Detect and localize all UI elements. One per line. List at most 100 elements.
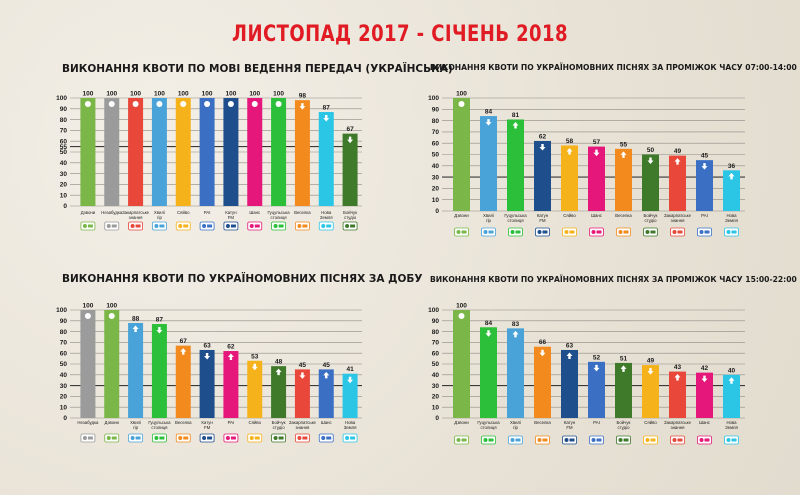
bar-нова-земля: [723, 170, 740, 211]
y-tick-label: 70: [60, 128, 68, 135]
category-label-line: столиця: [507, 218, 524, 223]
category-label: Сяйво: [644, 420, 657, 425]
bar-веселка: [615, 148, 632, 211]
category-label: Гуцульська столиця: [477, 420, 500, 430]
station-logo-mark-icon: [321, 436, 326, 440]
bar-веселка: [294, 100, 310, 206]
value-label: 36: [728, 163, 736, 170]
arrow-down-icon: [204, 352, 211, 360]
station-logo-bar-icon: [350, 436, 356, 440]
station-logo-bar-icon: [569, 438, 575, 442]
station-logo-bar-icon: [278, 436, 284, 440]
station-logo-mark-icon: [297, 224, 302, 228]
arrow-up-icon: [620, 151, 627, 158]
y-tick-label: 10: [60, 404, 68, 411]
chart-panel-language: ВИКОНАННЯ КВОТИ ПО МОВІ ВЕДЕННЯ ПЕРЕДАЧ …: [52, 58, 453, 236]
bar-раі: [588, 361, 605, 418]
station-logo-mark-icon: [699, 438, 704, 442]
value-label: 100: [154, 91, 165, 98]
station-logo-bar-icon: [111, 224, 117, 228]
value-label: 66: [539, 339, 547, 346]
category-label-line: Бойчук: [343, 210, 357, 215]
y-tick-label: 50: [432, 152, 440, 159]
y-tick-label: 80: [432, 118, 440, 125]
y-tick-label: 40: [60, 160, 68, 167]
y-tick-label: 80: [60, 329, 68, 336]
chart-title: ВИКОНАННЯ КВОТИ ПО УКРАЇНОМОВНИХ ПІСНЯХ …: [430, 275, 797, 284]
station-logo-mark-icon: [178, 224, 183, 228]
category-label-line: Катун: [537, 213, 549, 218]
category-label-line: Хвилі: [130, 420, 141, 425]
y-tick-label: 60: [432, 350, 440, 357]
arrow-down-icon: [299, 372, 306, 379]
station-logo-mark-icon: [591, 438, 596, 442]
category-label-line: студіо: [644, 218, 657, 223]
y-tick-label: 10: [60, 192, 68, 199]
arrow-down-icon: [539, 143, 546, 151]
value-label: 50: [647, 147, 655, 154]
value-label: 49: [647, 358, 655, 365]
value-label: 62: [539, 133, 547, 140]
station-logo-bar-icon: [254, 436, 260, 440]
station-logo-mark-icon: [154, 436, 159, 440]
value-label: 40: [728, 367, 736, 374]
value-label: 83: [512, 321, 520, 328]
station-logo-icon: [152, 433, 167, 443]
category-label-line: гір: [157, 215, 163, 220]
arrow-down-icon: [701, 375, 708, 383]
arrow-down-icon: [701, 163, 708, 170]
category-label: Нова Земля: [725, 420, 738, 430]
bar-катун-fm: [199, 349, 215, 418]
station-logo-bar-icon: [623, 438, 629, 442]
bar-незабудка: [80, 310, 96, 418]
y-tick-label: 100: [56, 95, 67, 102]
y-tick-label: 0: [63, 415, 67, 422]
category-label-line: гір: [133, 425, 139, 430]
bar-веселка: [534, 346, 551, 418]
station-logo-mark-icon: [564, 438, 569, 442]
value-label: 52: [593, 354, 601, 361]
y-tick-label: 30: [432, 174, 440, 181]
station-logo-bar-icon: [569, 230, 575, 234]
value-label: 45: [299, 362, 307, 369]
category-label: Хвилі гір: [483, 213, 494, 223]
value-label: 43: [674, 364, 682, 371]
bar-закарпатське-знання: [128, 98, 144, 206]
station-logo-bar-icon: [230, 436, 236, 440]
category-label-line: FM: [566, 425, 573, 430]
value-label: 57: [593, 139, 601, 146]
value-label: 84: [485, 109, 493, 116]
y-tick-label: 20: [432, 394, 440, 401]
bar-катун-fm: [223, 98, 239, 206]
bar-раі: [696, 160, 713, 211]
value-label: 100: [106, 91, 117, 98]
bar-хвилі-гір: [151, 98, 167, 206]
y-tick-label: 10: [432, 197, 440, 204]
value-label: 41: [346, 366, 354, 373]
full-quota-icon: [84, 313, 91, 319]
category-label-line: Земля: [725, 425, 738, 430]
station-logo-bar-icon: [704, 230, 710, 234]
arrow-down-icon: [593, 364, 600, 372]
bar-дзвони: [453, 310, 470, 418]
value-label: 100: [178, 91, 189, 98]
station-logo-mark-icon: [726, 438, 731, 442]
bar-катун-fm: [561, 349, 578, 418]
category-label: Дзвони: [81, 210, 96, 215]
bar-гуцульська-столиця: [271, 98, 287, 206]
station-logo-bar-icon: [302, 436, 308, 440]
y-tick-label: 100: [428, 307, 439, 314]
category-label: Дзвони: [105, 420, 120, 425]
category-label-line: Закарпатське: [664, 420, 692, 425]
arrow-down-icon: [539, 349, 546, 357]
category-label: Веселка: [294, 210, 311, 215]
station-logo-mark-icon: [82, 436, 87, 440]
y-tick-label: 0: [63, 203, 67, 210]
chart-title: ВИКОНАННЯ КВОТИ ПО МОВІ ВЕДЕННЯ ПЕРЕДАЧ …: [62, 61, 453, 75]
category-label: РАІ: [204, 210, 211, 215]
category-label-line: Катун: [201, 420, 213, 425]
category-label-line: Гуцульська: [267, 210, 290, 215]
category-label-line: Бойчук: [644, 213, 658, 218]
bar-бойчук-студіо: [271, 366, 287, 418]
station-logo-bar-icon: [461, 230, 467, 234]
